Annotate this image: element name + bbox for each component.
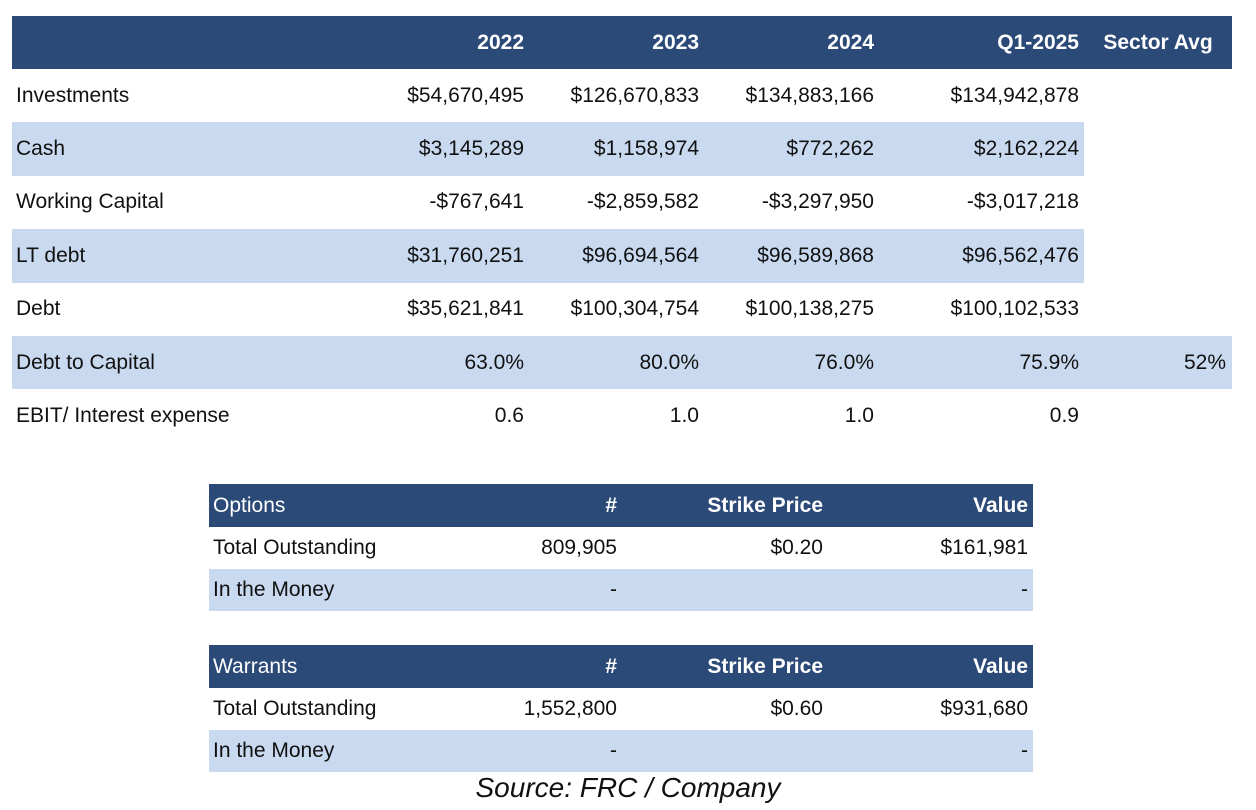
- row-label: Debt: [16, 297, 61, 321]
- header-2022: 2022: [477, 30, 524, 54]
- value-cell: -: [1021, 739, 1028, 762]
- value-q1-2025: $100,102,533: [950, 297, 1079, 321]
- warrants-row-total: Total Outstanding 1,552,800 $0.60 $931,6…: [209, 688, 1033, 730]
- value-2022: -$767,641: [429, 190, 524, 214]
- value-2024: $772,262: [786, 137, 874, 161]
- financials-row: EBIT/ Interest expense 0.6 1.0 1.0 0.9: [12, 389, 1232, 442]
- value-2022: $35,621,841: [407, 297, 524, 321]
- row-label: In the Money: [213, 578, 335, 601]
- header-2023: 2023: [652, 30, 699, 54]
- value-sector-avg: [1084, 389, 1226, 442]
- warrants-table: Warrants # Strike Price Value Total Outs…: [209, 645, 1033, 772]
- value-sector-avg: [1084, 229, 1226, 282]
- row-label: Debt to Capital: [16, 350, 155, 374]
- value-2023: $1,158,974: [593, 137, 699, 161]
- strike-cell: [617, 730, 823, 772]
- header-sector-avg: Sector Avg: [1103, 30, 1213, 54]
- value-2024: 1.0: [844, 404, 874, 428]
- options-header-count: #: [605, 493, 617, 517]
- warrants-header-count: #: [605, 654, 617, 678]
- value-sector-avg: [1084, 176, 1226, 229]
- row-label: Total Outstanding: [213, 697, 377, 720]
- count-cell: -: [610, 739, 617, 762]
- value-2022: $54,670,495: [407, 83, 524, 107]
- value-2023: $100,304,754: [570, 297, 699, 321]
- options-header-strike: Strike Price: [707, 493, 823, 517]
- options-row-total: Total Outstanding 809,905 $0.20 $161,981: [209, 527, 1033, 569]
- financials-header-row: 2022 2023 2024 Q1-2025 Sector Avg: [12, 16, 1232, 69]
- row-label: LT debt: [16, 243, 86, 267]
- warrants-header-row: Warrants # Strike Price Value: [209, 645, 1033, 688]
- financials-row: LT debt $31,760,251 $96,694,564 $96,589,868…: [12, 229, 1232, 283]
- value-q1-2025: 0.9: [1049, 404, 1079, 428]
- header-2024: 2024: [827, 30, 874, 54]
- value-q1-2025: $134,942,878: [950, 83, 1079, 107]
- source-note: Source: FRC / Company: [475, 772, 781, 803]
- value-2023: $96,694,564: [582, 243, 699, 267]
- strike-cell: $0.20: [770, 536, 823, 559]
- warrants-header-strike: Strike Price: [707, 654, 823, 678]
- value-sector-avg: 52%: [1183, 350, 1226, 374]
- options-header-value: Value: [973, 493, 1028, 517]
- value-q1-2025: 75.9%: [1019, 350, 1079, 374]
- financials-table: 2022 2023 2024 Q1-2025 Sector Avg Invest…: [12, 16, 1232, 443]
- header-q1-2025: Q1-2025: [997, 30, 1079, 54]
- value-q1-2025: $2,162,224: [973, 137, 1079, 161]
- row-label: In the Money: [213, 739, 335, 762]
- value-2023: -$2,859,582: [586, 190, 699, 214]
- value-q1-2025: -$3,017,218: [966, 190, 1079, 214]
- value-2023: 80.0%: [639, 350, 699, 374]
- value-2024: 76.0%: [814, 350, 874, 374]
- value-sector-avg: [1084, 69, 1226, 122]
- value-2022: 0.6: [494, 404, 524, 428]
- financials-row: Debt $35,621,841 $100,304,754 $100,138,275 $…: [12, 283, 1232, 336]
- value-cell: $161,981: [940, 536, 1028, 559]
- row-label: Cash: [16, 137, 66, 161]
- strike-cell: $0.60: [770, 697, 823, 720]
- financials-row: Debt to Capital 63.0% 80.0% 76.0% 75.9% 52%: [12, 335, 1232, 390]
- financials-row: Investments $54,670,495 $126,670,833 $134,8…: [12, 69, 1232, 122]
- value-sector-avg: [1084, 122, 1226, 175]
- value-sector-avg: [1084, 283, 1226, 336]
- warrants-header-value: Value: [973, 654, 1028, 678]
- warrants-header-label: Warrants: [213, 654, 298, 678]
- count-cell: -: [610, 578, 617, 601]
- count-cell: 1,552,800: [523, 697, 617, 720]
- options-header-label: Options: [213, 493, 286, 517]
- value-cell: -: [1021, 578, 1028, 601]
- row-label: Working Capital: [16, 190, 164, 214]
- value-q1-2025: $96,562,476: [962, 243, 1079, 267]
- value-2024: $96,589,868: [757, 243, 874, 267]
- strike-cell: [617, 569, 823, 611]
- financials-row: Cash $3,145,289 $1,158,974 $772,262 $2,162,2…: [12, 122, 1232, 176]
- value-2024: -$3,297,950: [761, 190, 874, 214]
- warrants-row-in-the-money: In the Money - -: [209, 730, 1033, 772]
- value-2022: 63.0%: [464, 350, 524, 374]
- row-label: EBIT/ Interest expense: [16, 404, 230, 428]
- value-2024: $134,883,166: [745, 83, 874, 107]
- value-2023: 1.0: [669, 404, 699, 428]
- value-2022: $31,760,251: [407, 243, 524, 267]
- options-row-in-the-money: In the Money - -: [209, 569, 1033, 611]
- count-cell: 809,905: [541, 536, 617, 559]
- options-header-row: Options # Strike Price Value: [209, 484, 1033, 527]
- value-2022: $3,145,289: [418, 137, 524, 161]
- row-label: Total Outstanding: [213, 536, 377, 559]
- financials-row: Working Capital -$767,641 -$2,859,582 -$3,2…: [12, 176, 1232, 229]
- options-table: Options # Strike Price Value Total Outst…: [209, 484, 1033, 611]
- value-2023: $126,670,833: [570, 83, 699, 107]
- value-2024: $100,138,275: [745, 297, 874, 321]
- value-cell: $931,680: [940, 697, 1028, 720]
- row-label: Investments: [16, 83, 130, 107]
